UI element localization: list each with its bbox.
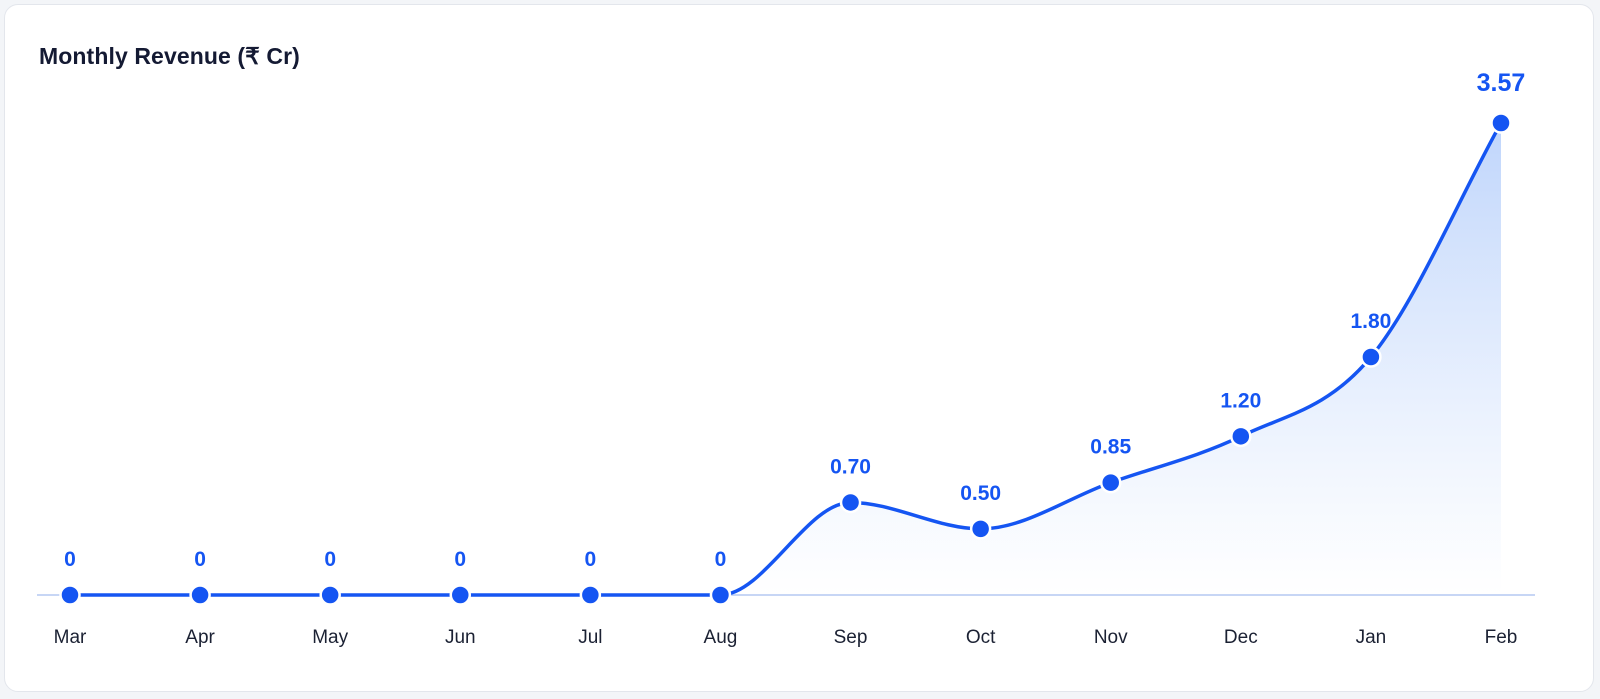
data-point-jun[interactable] xyxy=(449,584,472,606)
data-label-dec: 1.20 xyxy=(1220,389,1261,412)
data-label-feb: 3.57 xyxy=(1477,69,1526,97)
data-point-oct[interactable] xyxy=(969,518,992,540)
x-tick-label-jun: Jun xyxy=(445,627,476,648)
data-label-apr: 0 xyxy=(194,548,206,571)
data-label-jun: 0 xyxy=(454,548,466,571)
data-point-aug[interactable] xyxy=(709,584,732,606)
data-label-jan: 1.80 xyxy=(1350,310,1391,333)
x-tick-label-nov: Nov xyxy=(1094,627,1128,648)
x-tick-label-sep: Sep xyxy=(834,627,868,648)
x-tick-label-oct: Oct xyxy=(966,627,996,648)
data-label-oct: 0.50 xyxy=(960,482,1001,505)
x-tick-label-jul: Jul xyxy=(578,627,602,648)
x-tick-label-dec: Dec xyxy=(1224,627,1258,648)
chart-title: Monthly Revenue (₹ Cr) xyxy=(39,43,300,69)
data-label-sep: 0.70 xyxy=(830,455,871,478)
data-point-dec[interactable] xyxy=(1230,425,1252,448)
data-point-sep[interactable] xyxy=(839,491,862,514)
data-point-may[interactable] xyxy=(319,584,341,606)
data-point-apr[interactable] xyxy=(189,584,211,606)
data-label-jul: 0 xyxy=(585,548,597,571)
data-point-jan[interactable] xyxy=(1360,346,1382,368)
x-tick-label-apr: Apr xyxy=(185,627,215,648)
revenue-area-chart: 0 0 0 0 0 0 0.70 0.50 0.85 1.20 1.80 3.57 Mar Apr May… xyxy=(37,69,1535,648)
data-point-feb[interactable] xyxy=(1490,112,1512,134)
data-label-aug: 0 xyxy=(715,548,727,571)
data-label-nov: 0.85 xyxy=(1090,436,1131,459)
chart-card: Monthly Revenue (₹ Cr) 0 0 0 0 0 0 0.70 0.50 0.8… xyxy=(4,4,1594,692)
x-tick-label-aug: Aug xyxy=(704,627,738,648)
data-point-mar[interactable] xyxy=(59,584,81,606)
data-point-jul[interactable] xyxy=(579,584,602,606)
x-tick-label-may: May xyxy=(312,627,348,648)
x-tick-label-feb: Feb xyxy=(1485,627,1518,648)
data-label-mar: 0 xyxy=(64,548,76,571)
x-tick-label-mar: Mar xyxy=(54,627,87,648)
data-label-may: 0 xyxy=(324,548,336,571)
data-point-nov[interactable] xyxy=(1099,471,1122,494)
x-tick-label-jan: Jan xyxy=(1356,627,1387,648)
revenue-area-fill xyxy=(70,123,1501,595)
